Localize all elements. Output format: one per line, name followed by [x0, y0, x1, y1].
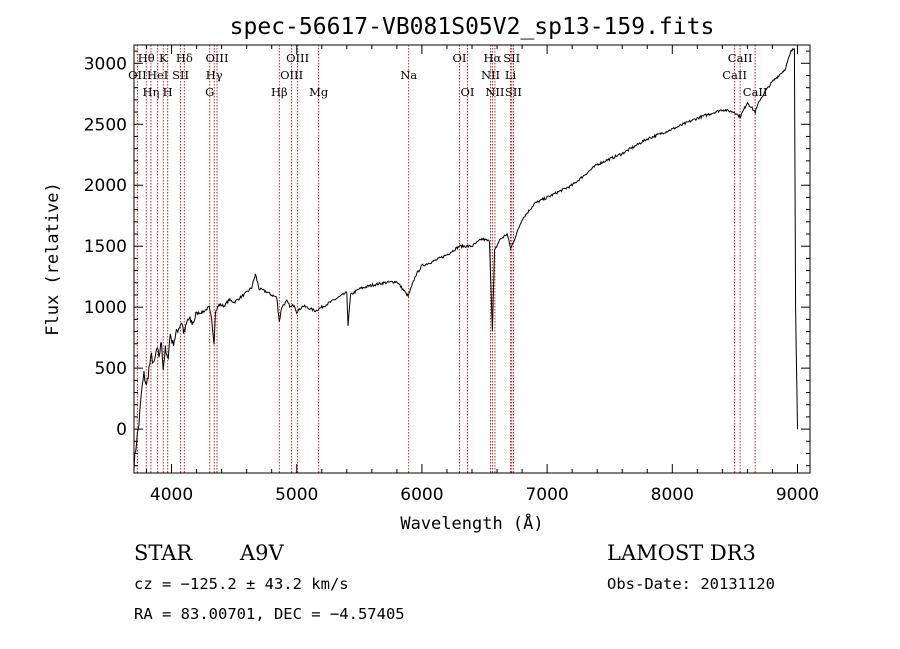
marker-label: Hα	[484, 51, 502, 65]
marker-label: CaII	[722, 68, 747, 82]
x-axis-label: Wavelength (Å)	[400, 512, 543, 534]
y-tick-label: 1500	[84, 237, 127, 257]
line-labels: OIIHθHηHeIKHSIIHδGHγOIIIHβOIIIOIIIMgNaOI…	[128, 51, 767, 99]
marker-label: Na	[400, 68, 417, 82]
marker-label: Hθ	[138, 51, 155, 65]
marker-label: Hη	[142, 85, 159, 99]
y-axis: 0 500 1000 1500 2000 2500 3000	[84, 50, 810, 467]
y-tick-label: 2000	[84, 176, 127, 196]
chart-title: spec-56617-VB081S05V2_sp13-159.fits	[230, 14, 715, 40]
marker-label: NII	[481, 68, 500, 82]
marker-label: Hβ	[271, 85, 288, 99]
marker-label: Hγ	[206, 68, 223, 82]
marker-label: OIII	[280, 68, 303, 82]
x-tick-label: 7000	[525, 485, 568, 505]
marker-label: NII	[485, 85, 504, 99]
x-tick-label: 4000	[150, 485, 193, 505]
line-markers	[136, 45, 756, 473]
plot-frame	[133, 44, 811, 474]
y-tick-label: 3000	[84, 54, 127, 74]
y-tick-label: 500	[95, 359, 127, 379]
y-tick-label: 2500	[84, 115, 127, 135]
object-type: STAR	[134, 541, 193, 565]
x-axis: 4000 5000 6000 7000 8000 9000	[146, 45, 819, 505]
cz-value: cz = −125.2 ± 43.2 km/s	[134, 575, 349, 593]
marker-label: OIII	[286, 51, 309, 65]
y-axis-label: Flux (relative)	[43, 182, 63, 336]
x-tick-label: 9000	[776, 485, 819, 505]
marker-label: Mg	[309, 85, 329, 99]
series-group	[133, 47, 798, 471]
marker-label: G	[205, 85, 214, 99]
marker-label: OIII	[205, 51, 228, 65]
spectrum-series	[133, 47, 798, 471]
marker-label: SII	[505, 85, 522, 99]
marker-label: CaII	[743, 85, 768, 99]
x-tick-label: 5000	[275, 485, 318, 505]
marker-label: CaII	[728, 51, 753, 65]
marker-label: K	[159, 51, 168, 65]
x-tick-label: 6000	[400, 485, 443, 505]
obs-date: Obs-Date: 20131120	[607, 575, 775, 593]
y-tick-label: 0	[116, 420, 127, 440]
marker-label: HeI	[147, 68, 168, 82]
marker-label: Hδ	[176, 51, 193, 65]
y-tick-label: 1000	[84, 298, 127, 318]
marker-label: OI	[452, 51, 466, 65]
ra-dec: RA = 83.00701, DEC = −4.57405	[134, 605, 405, 623]
subclass: A9V	[239, 541, 285, 565]
marker-label: OI	[461, 85, 475, 99]
marker-label: H	[163, 85, 173, 99]
marker-label: SII	[503, 51, 520, 65]
survey-name: LAMOST DR3	[607, 541, 756, 565]
marker-label: SII	[172, 68, 189, 82]
marker-label: Li	[505, 68, 517, 82]
x-tick-label: 8000	[651, 485, 694, 505]
